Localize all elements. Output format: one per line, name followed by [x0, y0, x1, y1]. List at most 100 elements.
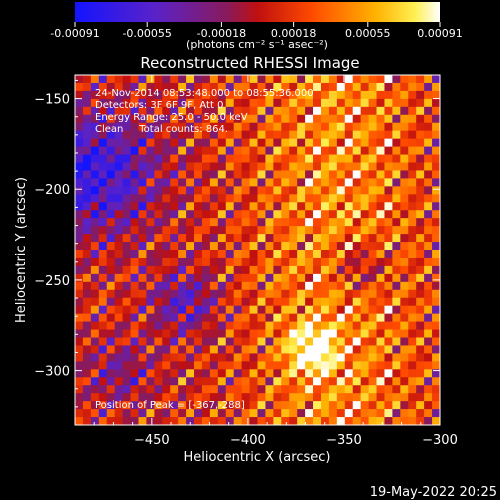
heatmap-cell	[416, 281, 425, 291]
heatmap-cell	[281, 122, 290, 132]
heatmap-cell	[217, 178, 227, 187]
heatmap-cell	[305, 313, 314, 322]
heatmap-cell	[178, 202, 187, 211]
heatmap-cell	[82, 75, 92, 84]
heatmap-cell	[376, 321, 385, 330]
heatmap-cell	[122, 234, 131, 243]
heatmap-cell	[408, 82, 417, 92]
heatmap-cell	[209, 75, 219, 84]
heatmap-cell	[138, 162, 147, 171]
heatmap-cell	[114, 98, 123, 108]
heatmap-cell	[178, 138, 187, 147]
heatmap-cell	[432, 218, 440, 227]
heatmap-cell	[273, 82, 282, 92]
heatmap-cell	[384, 138, 393, 147]
heatmap-cell	[305, 170, 314, 179]
heatmap-cell	[281, 82, 290, 92]
heatmap-cell	[384, 409, 393, 418]
heatmap-cell	[360, 329, 369, 338]
heatmap-cell	[241, 385, 250, 394]
heatmap-cell	[328, 234, 338, 243]
heatmap-cell	[186, 194, 195, 203]
heatmap-cell	[130, 313, 139, 322]
heatmap-cell	[257, 234, 266, 243]
heatmap-cell	[146, 313, 155, 322]
heatmap-cell	[344, 417, 354, 425]
heatmap-cell	[114, 130, 123, 140]
heatmap-cell	[146, 305, 155, 315]
heatmap-cells	[75, 75, 440, 425]
heatmap-cell	[328, 345, 338, 354]
heatmap-cell	[368, 106, 377, 116]
heatmap-cell	[368, 114, 377, 124]
heatmap-cell	[201, 186, 211, 195]
heatmap-cell	[90, 75, 100, 84]
heatmap-cell	[416, 130, 425, 140]
heatmap-cell	[225, 234, 235, 243]
heatmap-cell	[90, 82, 100, 92]
heatmap-cell	[146, 98, 155, 108]
heatmap-cell	[400, 385, 409, 394]
heatmap-cell	[392, 186, 401, 195]
heatmap-cell	[305, 281, 314, 291]
heatmap-cell	[424, 361, 433, 370]
heatmap-cell	[122, 377, 131, 386]
heatmap-cell	[130, 90, 139, 100]
heatmap-cell	[170, 106, 179, 116]
heatmap-cell	[114, 321, 123, 330]
heatmap-cell	[75, 146, 84, 155]
heatmap-cell	[233, 297, 243, 307]
heatmap-cell	[392, 234, 401, 243]
heatmap-cell	[289, 313, 298, 322]
heatmap-cell	[416, 138, 425, 147]
heatmap-cell	[178, 273, 187, 283]
heatmap-cell	[432, 337, 440, 346]
heatmap-cell	[313, 146, 322, 155]
heatmap-cell	[209, 218, 219, 227]
heatmap-cell	[186, 393, 195, 402]
heatmap-cell	[320, 218, 330, 227]
heatmap-cell	[209, 393, 219, 402]
heatmap-cell	[313, 401, 322, 410]
heatmap-cell	[98, 417, 108, 425]
heatmap-cell	[90, 401, 100, 410]
heatmap-cell	[194, 186, 203, 195]
heatmap-cell	[170, 202, 179, 211]
heatmap-cell	[162, 345, 171, 354]
heatmap-cell	[130, 202, 139, 211]
heatmap-cell	[82, 353, 92, 362]
heatmap-cell	[328, 170, 338, 179]
heatmap-cell	[82, 162, 92, 171]
heatmap-cell	[146, 114, 155, 124]
heatmap-cell	[170, 162, 179, 171]
heatmap-cell	[297, 377, 306, 386]
heatmap-cell	[344, 114, 354, 124]
heatmap-cell	[154, 122, 163, 132]
heatmap-cell	[209, 82, 219, 92]
heatmap-cell	[352, 170, 362, 179]
heatmap-cell	[82, 154, 92, 163]
heatmap-cell	[328, 138, 338, 147]
heatmap-cell	[320, 329, 330, 338]
heatmap-cell	[106, 122, 116, 132]
heatmap-cell	[249, 321, 258, 330]
heatmap-cell	[392, 75, 401, 84]
heatmap-cell	[170, 194, 179, 203]
heatmap-cell	[130, 273, 139, 283]
heatmap-cell	[257, 114, 266, 124]
annotation-time-range: 24-Nov-2014 08:53:48.000 to 08:55:36.000	[95, 88, 314, 99]
heatmap-cell	[352, 114, 362, 124]
heatmap-cell	[432, 226, 440, 235]
heatmap-cell	[297, 289, 306, 299]
heatmap-cell	[289, 321, 298, 330]
heatmap-cell	[344, 75, 354, 84]
heatmap-cell	[122, 146, 131, 155]
heatmap-cell	[186, 242, 195, 251]
heatmap-cell	[424, 114, 433, 124]
heatmap-cell	[194, 122, 203, 132]
heatmap-cell	[313, 82, 322, 92]
heatmap-cell	[217, 90, 227, 100]
heatmap-cell	[170, 82, 179, 92]
heatmap-cell	[186, 178, 195, 187]
heatmap-cell	[320, 242, 330, 251]
